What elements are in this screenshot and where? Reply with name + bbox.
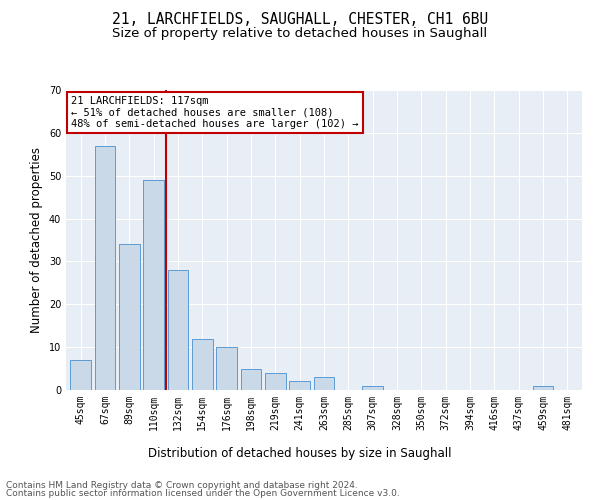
Text: 21 LARCHFIELDS: 117sqm
← 51% of detached houses are smaller (108)
48% of semi-de: 21 LARCHFIELDS: 117sqm ← 51% of detached… bbox=[71, 96, 359, 129]
Bar bbox=[95, 146, 115, 390]
Bar bbox=[533, 386, 553, 390]
Bar bbox=[192, 338, 212, 390]
Bar bbox=[70, 360, 91, 390]
Y-axis label: Number of detached properties: Number of detached properties bbox=[30, 147, 43, 333]
Bar bbox=[314, 377, 334, 390]
Bar bbox=[119, 244, 140, 390]
Bar bbox=[216, 347, 237, 390]
Bar bbox=[289, 382, 310, 390]
Bar bbox=[362, 386, 383, 390]
Text: Contains HM Land Registry data © Crown copyright and database right 2024.: Contains HM Land Registry data © Crown c… bbox=[6, 481, 358, 490]
Text: 21, LARCHFIELDS, SAUGHALL, CHESTER, CH1 6BU: 21, LARCHFIELDS, SAUGHALL, CHESTER, CH1 … bbox=[112, 12, 488, 28]
Bar bbox=[241, 368, 262, 390]
Text: Size of property relative to detached houses in Saughall: Size of property relative to detached ho… bbox=[112, 28, 488, 40]
Bar bbox=[143, 180, 164, 390]
Text: Contains public sector information licensed under the Open Government Licence v3: Contains public sector information licen… bbox=[6, 488, 400, 498]
Bar bbox=[167, 270, 188, 390]
Bar bbox=[265, 373, 286, 390]
Text: Distribution of detached houses by size in Saughall: Distribution of detached houses by size … bbox=[148, 448, 452, 460]
